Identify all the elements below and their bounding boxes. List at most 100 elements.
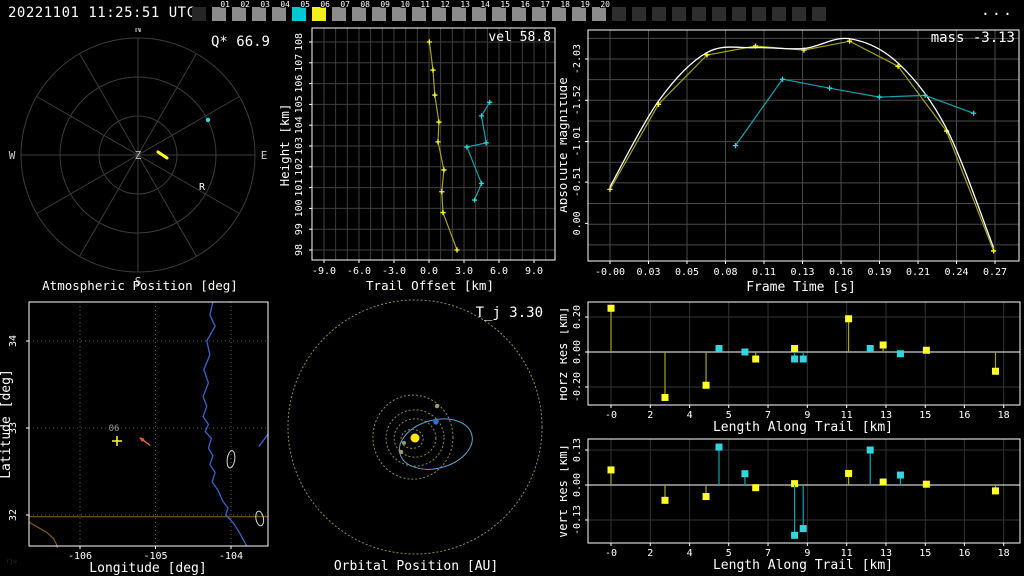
residual-marker: [752, 355, 760, 363]
y-tick-label: -1.01: [572, 127, 583, 157]
x-tick-label: 0.0: [420, 266, 438, 277]
frame-box-17[interactable]: 17: [532, 1, 550, 21]
frame-box-01[interactable]: 01: [212, 1, 230, 21]
x-tick-label: 9: [804, 548, 810, 559]
y-tick-label: 0.13: [572, 438, 583, 462]
frame-number-label: 18: [560, 0, 570, 9]
x-tick-label: 16: [958, 410, 970, 421]
data-point-marker: [435, 139, 441, 145]
y-tick-label: 33: [8, 422, 19, 434]
x-tick-label: 3.0: [455, 266, 473, 277]
frame-number-label: 10: [400, 0, 410, 9]
frame-number-label: 14: [480, 0, 490, 9]
y-axis-title: Vert Res [km]: [560, 444, 570, 538]
compass-north: N: [135, 28, 142, 35]
frame-box-04[interactable]: 04: [272, 1, 290, 21]
frame-box-14[interactable]: 14: [472, 1, 490, 21]
y-tick-label: 107: [294, 54, 305, 72]
frame-box-empty[interactable]: [652, 7, 666, 21]
data-point-marker: [430, 67, 436, 73]
x-tick-label: 13: [880, 548, 892, 559]
frame-box-15[interactable]: 15: [492, 1, 510, 21]
frame-box-02[interactable]: 02: [232, 1, 250, 21]
residual-marker: [715, 345, 723, 352]
polar-ring: [98, 115, 178, 195]
x-tick-label: 13: [880, 410, 892, 421]
data-point-marker: [779, 76, 786, 82]
data-point-marker: [846, 38, 853, 44]
panel-caption: Orbital Position [AU]: [334, 559, 498, 574]
y-tick-label: 99: [294, 223, 305, 235]
frame-box-05[interactable]: 05: [292, 1, 310, 21]
frame-number-label: 13: [460, 0, 470, 9]
y-axis-title: Horz Res [km]: [560, 307, 570, 401]
compass-south: S: [135, 275, 142, 288]
frame-box-empty[interactable]: [812, 7, 826, 21]
frame-box-10[interactable]: 10: [392, 1, 410, 21]
river-line: [202, 301, 248, 547]
residual-marker: [661, 394, 669, 401]
frame-box-empty[interactable]: [712, 7, 726, 21]
frame-box-blank[interactable]: [192, 7, 206, 21]
panel-caption: Atmospheric Position [deg]: [42, 278, 238, 293]
x-tick-label: 4: [687, 410, 693, 421]
x-tick-label: 4: [687, 548, 693, 559]
residual-marker: [791, 345, 799, 352]
x-tick-label: 0.16: [829, 267, 853, 278]
frame-box-12[interactable]: 12: [432, 1, 450, 21]
x-axis-title: Trail Offset [km]: [366, 278, 494, 293]
residual-marker: [715, 443, 723, 451]
data-point-marker: [876, 94, 883, 100]
frame-box-empty[interactable]: [772, 7, 786, 21]
earth-body: [433, 419, 439, 425]
border-line-sw: [28, 521, 58, 549]
data-point-marker: [432, 92, 438, 98]
frame-box-13[interactable]: 13: [452, 1, 470, 21]
frame-box-08[interactable]: 08: [352, 1, 370, 21]
plot-border: [587, 29, 1020, 262]
frame-number-label: 17: [540, 0, 550, 9]
x-tick-label: 16: [958, 548, 970, 559]
frame-box-empty[interactable]: [752, 7, 766, 21]
frame-box-20[interactable]: 20: [592, 1, 610, 21]
frame-box-empty[interactable]: [692, 7, 706, 21]
x-tick-label: -6.0: [347, 266, 371, 277]
residual-marker: [991, 367, 999, 375]
frame-box-03[interactable]: 03: [252, 1, 270, 21]
station-marker: [111, 436, 122, 447]
frame-box-06[interactable]: 06: [312, 1, 330, 21]
x-tick-label: 11: [841, 548, 853, 559]
station_2-line: [735, 78, 974, 146]
x-tick-label: 0.11: [752, 267, 776, 278]
frame-box-empty[interactable]: [632, 7, 646, 21]
y-tick-label: 102: [294, 158, 305, 176]
compass-east: E: [261, 149, 268, 162]
ground-track-map-panel: 06 -106 -105 -104 34 33 32 Longitude [deg] Latit…: [0, 301, 269, 576]
frame-box-empty[interactable]: [792, 7, 806, 21]
frame-box-empty[interactable]: [732, 7, 746, 21]
frame-box-09[interactable]: 09: [372, 1, 390, 21]
frame-box-empty[interactable]: [612, 7, 626, 21]
venus-orbit: [393, 418, 437, 458]
frame-number-label: 01: [220, 0, 230, 9]
x-axis-title: Length Along Trail [km]: [713, 420, 893, 435]
y-tick-label: 0.00: [572, 340, 583, 364]
frame-box-19[interactable]: 19: [572, 1, 590, 21]
plot-border: [28, 301, 269, 547]
data-point-marker: [441, 167, 447, 173]
frame-box-18[interactable]: 18: [552, 1, 570, 21]
frame-box-11[interactable]: 11: [412, 1, 430, 21]
y-tick-label: -0.13: [572, 505, 583, 535]
corner-watermark: rju: [6, 558, 17, 565]
light-curve-panel: -0.00 0.03 0.05 0.08 0.11 0.13 0.16 0.19 0.21 0.2…: [555, 29, 1020, 295]
residual-marker: [896, 350, 904, 358]
frame-box-16[interactable]: 16: [512, 1, 530, 21]
station_2-line: [466, 101, 491, 201]
frame-box-empty[interactable]: [672, 7, 686, 21]
station-id-label: 06: [109, 424, 120, 434]
x-tick-label: 18: [998, 548, 1010, 559]
overflow-menu-button[interactable]: ...: [980, 1, 1014, 19]
residual-marker: [896, 471, 904, 479]
frame-box-07[interactable]: 07: [332, 1, 350, 21]
polar-ring: [59, 76, 217, 234]
